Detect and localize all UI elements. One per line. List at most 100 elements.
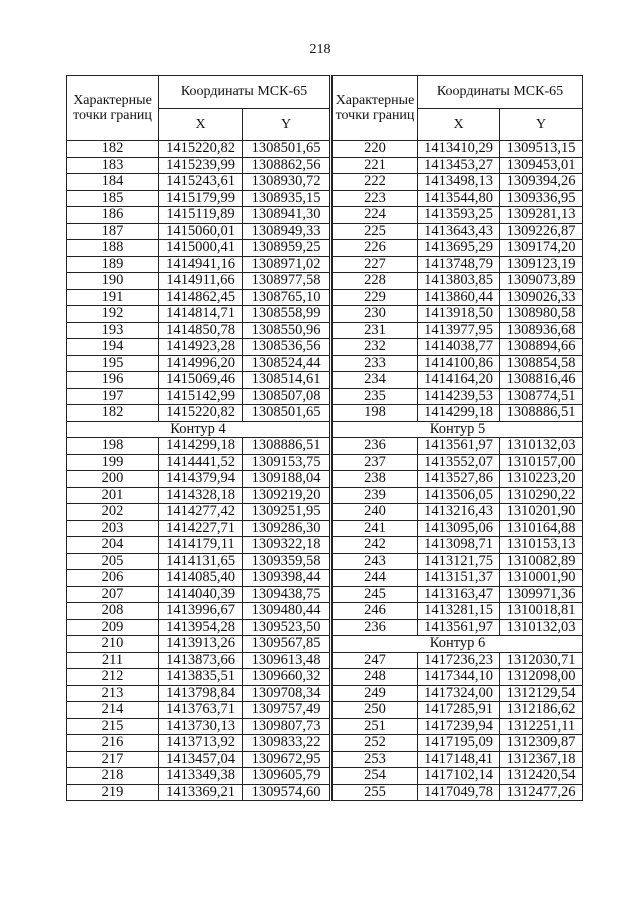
x-coordinate: 1417148,41 <box>417 750 500 768</box>
x-coordinate: 1415069,46 <box>158 371 243 389</box>
coordinates-table-left: Характерные точки границ Координаты МСК-… <box>66 75 332 801</box>
y-coordinate: 1312420,54 <box>499 767 583 785</box>
point-number: 255 <box>332 783 418 801</box>
x-coordinate: 1413643,43 <box>417 222 500 240</box>
x-coordinate: 1413369,21 <box>158 783 243 801</box>
x-coordinate: 1414379,94 <box>158 470 243 488</box>
header-y: Y <box>499 108 583 141</box>
y-coordinate: 1308930,72 <box>242 173 331 191</box>
x-coordinate: 1414239,53 <box>417 387 500 405</box>
y-coordinate: 1308558,99 <box>242 305 331 323</box>
table-row: 213 1413798,84 1309708,34 <box>66 684 331 702</box>
y-coordinate: 1309394,26 <box>499 173 583 191</box>
point-number: 188 <box>66 239 159 257</box>
table-row: 206 1414085,40 1309398,44 <box>66 569 331 587</box>
table-row: 228 1413803,85 1309073,89 <box>332 272 583 290</box>
point-number: 227 <box>332 255 418 273</box>
x-coordinate: 1413281,15 <box>417 602 500 620</box>
point-number: 249 <box>332 684 418 702</box>
table-row: 217 1413457,04 1309672,95 <box>66 750 331 768</box>
table-row: 195 1414996,20 1308524,44 <box>66 354 331 372</box>
x-coordinate: 1417236,23 <box>417 651 500 669</box>
point-number: 241 <box>332 519 418 537</box>
x-coordinate: 1417195,09 <box>417 734 500 752</box>
table-row: 190 1414911,66 1308977,58 <box>66 272 331 290</box>
point-number: 230 <box>332 305 418 323</box>
y-coordinate: 1310157,00 <box>499 453 583 471</box>
x-coordinate: 1413835,51 <box>158 668 243 686</box>
table-row: 207 1414040,39 1309438,75 <box>66 585 331 603</box>
y-coordinate: 1309026,33 <box>499 288 583 306</box>
x-coordinate: 1413561,97 <box>417 437 500 455</box>
table-row: 252 1417195,09 1312309,87 <box>332 734 583 752</box>
header-x: X <box>158 108 243 141</box>
table-row: 253 1417148,41 1312367,18 <box>332 750 583 768</box>
point-number: 195 <box>66 354 159 372</box>
y-coordinate: 1312129,54 <box>499 684 583 702</box>
table-row: 198 1414299,18 1308886,51 <box>66 437 331 455</box>
y-coordinate: 1309574,60 <box>242 783 331 801</box>
y-coordinate: 1309438,75 <box>242 585 331 603</box>
point-number: 233 <box>332 354 418 372</box>
x-coordinate: 1415119,89 <box>158 206 243 224</box>
x-coordinate: 1413748,79 <box>417 255 500 273</box>
x-coordinate: 1413163,47 <box>417 585 500 603</box>
x-coordinate: 1413098,71 <box>417 536 500 554</box>
point-number: 208 <box>66 602 159 620</box>
point-number: 186 <box>66 206 159 224</box>
table-row: 216 1413713,92 1309833,22 <box>66 734 331 752</box>
x-coordinate: 1413506,05 <box>417 486 500 504</box>
y-coordinate: 1309807,73 <box>242 717 331 735</box>
y-coordinate: 1309153,75 <box>242 453 331 471</box>
x-coordinate: 1413695,29 <box>417 239 500 257</box>
x-coordinate: 1415239,99 <box>158 156 243 174</box>
table-row: 249 1417324,00 1312129,54 <box>332 684 583 702</box>
table-row: 230 1413918,50 1308980,58 <box>332 305 583 323</box>
y-coordinate: 1309708,34 <box>242 684 331 702</box>
table-row: 182 1415220,82 1308501,65 <box>66 404 331 422</box>
contour-header-row: Контур 5 <box>332 420 583 438</box>
y-coordinate: 1309336,95 <box>499 189 583 207</box>
y-coordinate: 1308935,15 <box>242 189 331 207</box>
table-row: 231 1413977,95 1308936,68 <box>332 321 583 339</box>
y-coordinate: 1308501,65 <box>242 404 331 422</box>
x-coordinate: 1414100,86 <box>417 354 500 372</box>
x-coordinate: 1414996,20 <box>158 354 243 372</box>
table-row: 211 1413873,66 1309613,48 <box>66 651 331 669</box>
table-row: 250 1417285,91 1312186,62 <box>332 701 583 719</box>
table-row: 184 1415243,61 1308930,72 <box>66 173 331 191</box>
point-number: 247 <box>332 651 418 669</box>
y-coordinate: 1309281,13 <box>499 206 583 224</box>
table-row: 222 1413498,13 1309394,26 <box>332 173 583 191</box>
point-number: 219 <box>66 783 159 801</box>
x-coordinate: 1413954,28 <box>158 618 243 636</box>
point-number: 197 <box>66 387 159 405</box>
point-number: 253 <box>332 750 418 768</box>
y-coordinate: 1312309,87 <box>499 734 583 752</box>
x-coordinate: 1417239,94 <box>417 717 500 735</box>
table-row: 243 1413121,75 1310082,89 <box>332 552 583 570</box>
x-coordinate: 1413457,04 <box>158 750 243 768</box>
y-coordinate: 1310132,03 <box>499 618 583 636</box>
table-row: 185 1415179,99 1308935,15 <box>66 189 331 207</box>
table-row: 182 1415220,82 1308501,65 <box>66 140 331 158</box>
x-coordinate: 1414911,66 <box>158 272 243 290</box>
x-coordinate: 1414085,40 <box>158 569 243 587</box>
point-number: 234 <box>332 371 418 389</box>
table-row: 198 1414299,18 1308886,51 <box>332 404 583 422</box>
table-row: 236 1413561,97 1310132,03 <box>332 437 583 455</box>
header-y: Y <box>242 108 331 141</box>
table-row: 242 1413098,71 1310153,13 <box>332 536 583 554</box>
x-coordinate: 1414164,20 <box>417 371 500 389</box>
x-coordinate: 1413593,25 <box>417 206 500 224</box>
x-coordinate: 1414850,78 <box>158 321 243 339</box>
point-number: 243 <box>332 552 418 570</box>
y-coordinate: 1309219,20 <box>242 486 331 504</box>
table-row: 189 1414941,16 1308971,02 <box>66 255 331 273</box>
table-row: 223 1413544,80 1309336,95 <box>332 189 583 207</box>
y-coordinate: 1308971,02 <box>242 255 331 273</box>
y-coordinate: 1309613,48 <box>242 651 331 669</box>
point-number: 242 <box>332 536 418 554</box>
y-coordinate: 1310001,90 <box>499 569 583 587</box>
point-number: 200 <box>66 470 159 488</box>
